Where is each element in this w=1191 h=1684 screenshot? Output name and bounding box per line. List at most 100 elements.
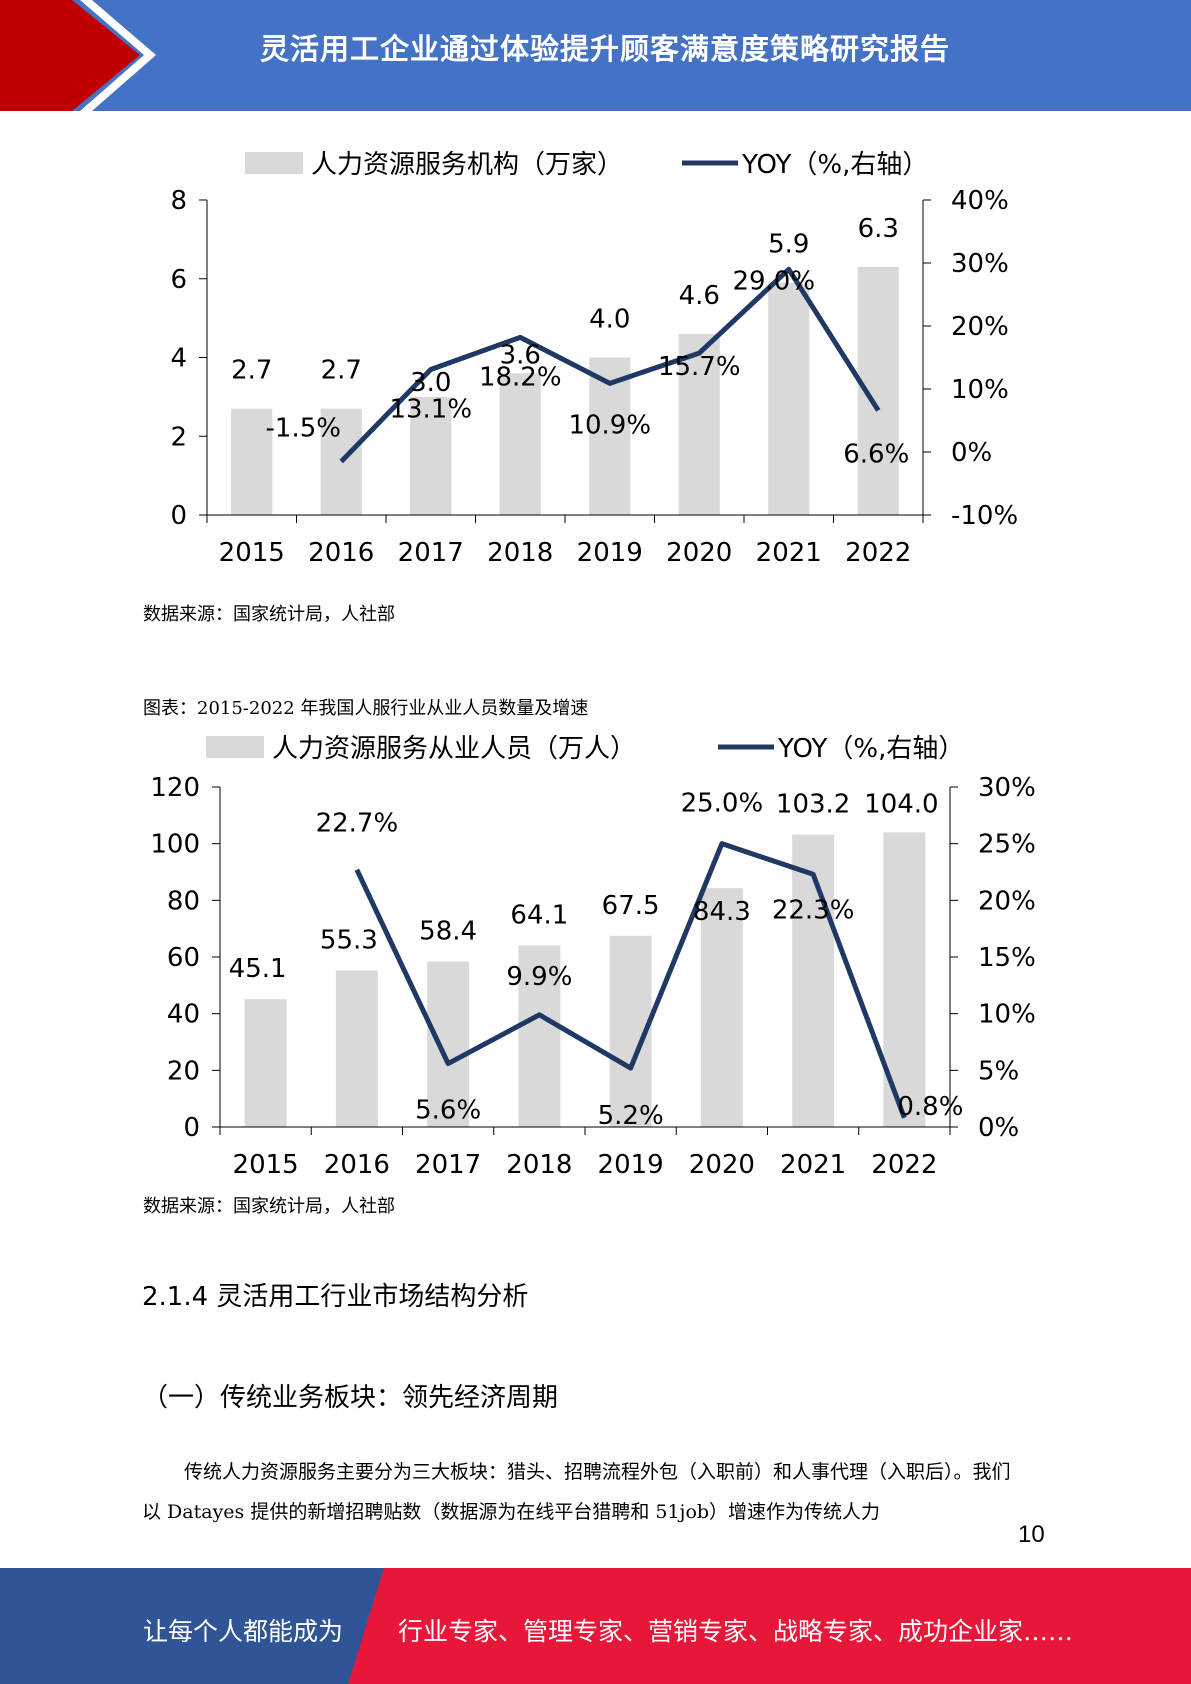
line-data-label: 0.8% — [897, 1092, 963, 1122]
legend-bar-label: 人力资源服务从业人员（万人） — [272, 734, 636, 764]
right-tick-label: 30% — [951, 249, 1009, 279]
bar-data-label: 2.7 — [321, 356, 362, 386]
line-data-label: 25.0% — [681, 789, 764, 819]
bar-data-label: 103.2 — [776, 790, 850, 820]
left-tick-label: 8 — [170, 186, 187, 216]
line-data-label: 9.9% — [506, 962, 572, 992]
bar-data-label: 3.0 — [410, 368, 451, 398]
bar-data-label: 4.6 — [679, 281, 720, 311]
left-tick-label: 0 — [170, 501, 187, 531]
line-data-label: 29.0% — [732, 266, 815, 296]
right-tick-label: -10% — [951, 501, 1018, 531]
bar-data-label: 67.5 — [602, 891, 660, 921]
bar-data-label: 55.3 — [320, 925, 378, 955]
right-tick-label: 5% — [978, 1056, 1019, 1086]
right-tick-label: 15% — [978, 943, 1036, 973]
left-tick-label: 6 — [170, 265, 187, 295]
line-data-label: -1.5% — [266, 413, 341, 443]
right-tick-label: 40% — [951, 186, 1009, 216]
right-tick-label: 30% — [978, 773, 1036, 803]
x-tick-label: 2016 — [324, 1150, 390, 1180]
right-tick-label: 0% — [951, 438, 992, 468]
footer-slogan-right: 行业专家、管理专家、营销专家、战略专家、成功企业家…… — [398, 1617, 1074, 1646]
left-tick-label: 80 — [167, 886, 200, 916]
right-tick-label: 10% — [951, 375, 1009, 405]
line-data-label: 6.6% — [843, 439, 909, 469]
left-tick-label: 100 — [150, 830, 200, 860]
right-tick-label: 20% — [951, 312, 1009, 342]
bar-data-label: 58.4 — [419, 917, 477, 947]
line-data-label: 10.9% — [568, 410, 651, 440]
section-subheading: （一）传统业务板块：领先经济周期 — [142, 1383, 559, 1413]
bar — [700, 888, 743, 1127]
page-number: 10 — [1018, 1521, 1045, 1548]
bar-data-label: 84.3 — [693, 897, 751, 927]
x-tick-label: 2018 — [506, 1150, 572, 1180]
page-header: 灵活用工企业通过体验提升顾客满意度策略研究报告 — [0, 0, 1191, 111]
bar — [231, 408, 273, 515]
left-tick-label: 20 — [167, 1056, 200, 1086]
bar-data-label: 104.0 — [864, 789, 938, 819]
x-tick-label: 2017 — [415, 1150, 481, 1180]
left-tick-label: 2 — [170, 422, 187, 452]
x-tick-label: 2022 — [871, 1150, 937, 1180]
left-tick-label: 40 — [167, 1000, 200, 1030]
left-tick-label: 120 — [150, 773, 200, 803]
header-title: 灵活用工企业通过体验提升顾客满意度策略研究报告 — [260, 32, 951, 66]
line-data-label: 18.2% — [479, 362, 562, 392]
right-tick-label: 25% — [978, 830, 1036, 860]
chart-hr-employees: 人力资源服务从业人员（万人） YOY（%,右轴） 0 20 40 60 80 100 120 0%… — [150, 734, 1036, 1180]
left-tick-label: 60 — [167, 943, 200, 973]
right-tick-label: 20% — [978, 886, 1036, 916]
bar — [678, 333, 720, 515]
x-tick-label: 2015 — [219, 538, 285, 568]
bar-data-label: 45.1 — [229, 954, 287, 984]
bar — [410, 396, 452, 515]
x-tick-label: 2019 — [577, 538, 643, 568]
left-tick-label: 0 — [183, 1113, 200, 1143]
bar — [320, 408, 362, 515]
x-tick-label: 2021 — [780, 1150, 846, 1180]
header-chevron-decoration — [0, 0, 156, 111]
line-data-label: 22.3% — [772, 895, 855, 925]
legend-line-label: YOY（%,右轴） — [741, 150, 928, 180]
bar-data-label: 5.9 — [768, 230, 809, 260]
x-tick-label: 2016 — [308, 538, 374, 568]
bar — [244, 999, 287, 1127]
bar-data-label: 2.7 — [231, 356, 272, 386]
yoy-line — [339, 266, 881, 464]
line-data-label: 13.1% — [389, 394, 472, 424]
x-tick-label: 2015 — [233, 1150, 299, 1180]
chart2-title: 图表：2015-2022 年我国人服行业从业人员数量及增速 — [143, 698, 589, 719]
bar-data-label: 3.6 — [500, 340, 541, 370]
x-tick-label: 2017 — [398, 538, 464, 568]
x-tick-label: 2019 — [598, 1150, 664, 1180]
bar — [518, 945, 561, 1127]
x-tick-label: 2018 — [487, 538, 553, 568]
chart1-source: 数据来源：国家统计局，人社部 — [143, 604, 395, 625]
bar-data-label: 4.0 — [589, 305, 630, 335]
bar — [427, 961, 470, 1127]
legend-bar-label: 人力资源服务机构（万家） — [311, 150, 623, 180]
bar-data-label: 64.1 — [510, 900, 568, 930]
x-tick-label: 2022 — [845, 538, 911, 568]
right-tick-label: 0% — [978, 1113, 1019, 1143]
chart2-source: 数据来源：国家统计局，人社部 — [143, 1196, 395, 1217]
line-data-label: 5.6% — [415, 1096, 481, 1126]
section-heading: 2.1.4 灵活用工行业市场结构分析 — [142, 1282, 529, 1312]
bar — [768, 282, 810, 515]
x-tick-label: 2021 — [756, 538, 822, 568]
bar — [792, 834, 835, 1127]
yoy-line — [354, 841, 907, 1119]
bar — [499, 373, 541, 515]
legend-bar-swatch — [245, 152, 303, 174]
chart-hr-institutions: 人力资源服务机构（万家） YOY（%,右轴） 0 2 4 6 8 -10% 0% 10% 20% 30… — [170, 150, 1018, 568]
footer-blue-panel — [0, 1568, 384, 1684]
bar-data-label: 6.3 — [858, 214, 899, 244]
x-tick-label: 2020 — [689, 1150, 755, 1180]
bar — [335, 970, 378, 1127]
page-footer: 让每个人都能成为 行业专家、管理专家、营销专家、战略专家、成功企业家…… — [0, 1568, 1191, 1684]
legend-bar-swatch — [206, 736, 264, 758]
line-data-label: 15.7% — [658, 352, 741, 382]
x-tick-label: 2020 — [666, 538, 732, 568]
